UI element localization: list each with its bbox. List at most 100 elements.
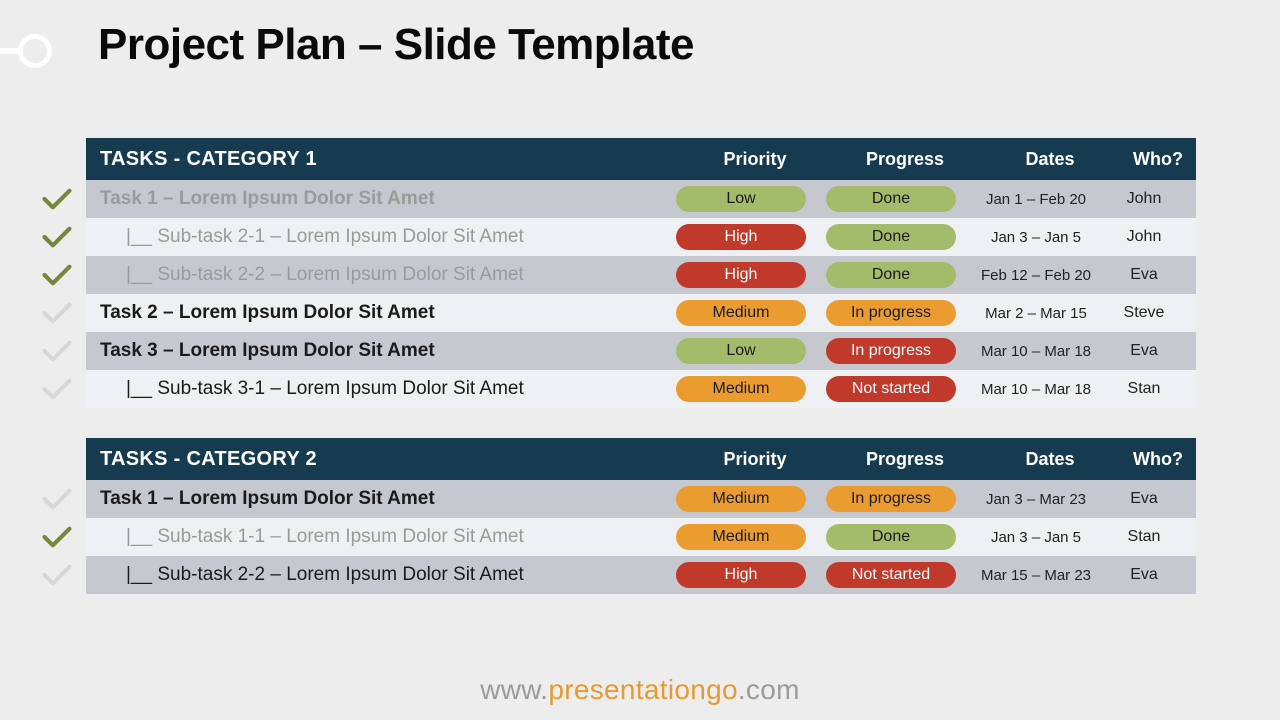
col-header-dates: Dates [980,449,1120,470]
who-cell: Eva [1106,566,1182,584]
task-label: |__ Sub-task 3-1 – Lorem Ipsum Dolor Sit… [86,378,666,400]
dates-cell: Feb 12 – Feb 20 [966,267,1106,284]
task-row: Task 2 – Lorem Ipsum Dolor Sit AmetMediu… [86,294,1196,332]
check-cell [42,262,72,292]
priority-cell: High [666,224,816,250]
category-header: TASKS - CATEGORY 2PriorityProgressDatesW… [86,438,1196,480]
task-tables-container: TASKS - CATEGORY 1PriorityProgressDatesW… [86,138,1196,624]
col-header-priority: Priority [680,449,830,470]
status-pill: Not started [826,562,956,588]
progress-cell: In progress [816,338,966,364]
check-icon [42,186,72,212]
status-pill: Done [826,186,956,212]
task-row: |__ Sub-task 1-1 – Lorem Ipsum Dolor Sit… [86,518,1196,556]
check-icon [42,562,72,588]
check-icon [42,376,72,402]
task-label: |__ Sub-task 2-2 – Lorem Ipsum Dolor Sit… [86,264,666,286]
task-row: Task 1 – Lorem Ipsum Dolor Sit Amet Mediu… [86,480,1196,518]
status-pill: High [676,562,806,588]
check-cell [42,224,72,254]
status-pill: In progress [826,300,956,326]
check-cell [42,300,72,330]
who-cell: Eva [1106,266,1182,284]
task-label: Task 1 – Lorem Ipsum Dolor Sit Amet [86,488,666,510]
status-pill: Done [826,262,956,288]
check-icon [42,524,72,550]
col-header-who: Who? [1120,449,1196,470]
status-pill: High [676,224,806,250]
footer-post: .com [738,674,800,705]
status-pill: Medium [676,486,806,512]
check-cell [42,562,72,592]
task-row: |__ Sub-task 2-1 – Lorem Ipsum Dolor Sit… [86,218,1196,256]
check-cell [42,486,72,516]
status-pill: In progress [826,338,956,364]
check-icon [42,486,72,512]
dates-cell: Jan 3 – Mar 23 [966,491,1106,508]
col-header-progress: Progress [830,149,980,170]
col-header-progress: Progress [830,449,980,470]
task-row: |__ Sub-task 2-2 – Lorem Ipsum Dolor Sit… [86,556,1196,594]
priority-cell: High [666,262,816,288]
task-label: |__ Sub-task 2-2 – Lorem Ipsum Dolor Sit… [86,564,666,586]
dates-cell: Mar 10 – Mar 18 [966,381,1106,398]
progress-cell: Done [816,524,966,550]
who-cell: Eva [1106,490,1182,508]
status-pill: Medium [676,524,806,550]
check-icon [42,338,72,364]
task-row: Task 1 – Lorem Ipsum Dolor Sit Amet Low Do… [86,180,1196,218]
progress-cell: In progress [816,486,966,512]
task-label: Task 1 – Lorem Ipsum Dolor Sit Amet [86,188,666,210]
status-pill: Low [676,338,806,364]
col-header-dates: Dates [980,149,1120,170]
who-cell: John [1106,228,1182,246]
status-pill: Medium [676,300,806,326]
priority-cell: Medium [666,524,816,550]
col-header-who: Who? [1120,149,1196,170]
who-cell: John [1106,190,1182,208]
footer-mid: presentationgo [548,674,737,705]
task-row: |__ Sub-task 3-1 – Lorem Ipsum Dolor Sit… [86,370,1196,408]
task-category-table: TASKS - CATEGORY 2PriorityProgressDatesW… [86,438,1196,594]
check-cell [42,524,72,554]
status-pill: High [676,262,806,288]
dates-cell: Jan 3 – Jan 5 [966,229,1106,246]
category-title: TASKS - CATEGORY 2 [100,448,680,471]
dates-cell: Mar 15 – Mar 23 [966,567,1106,584]
category-header: TASKS - CATEGORY 1PriorityProgressDatesW… [86,138,1196,180]
progress-cell: Done [816,186,966,212]
footer-pre: www. [480,674,548,705]
check-icon [42,262,72,288]
col-header-priority: Priority [680,149,830,170]
check-icon [42,300,72,326]
who-cell: Stan [1106,380,1182,398]
status-pill: In progress [826,486,956,512]
task-label: |__ Sub-task 2-1 – Lorem Ipsum Dolor Sit… [86,226,666,248]
priority-cell: Medium [666,486,816,512]
page-title: Project Plan – Slide Template [98,20,694,70]
status-pill: Low [676,186,806,212]
priority-cell: Low [666,186,816,212]
status-pill: Done [826,524,956,550]
who-cell: Stan [1106,528,1182,546]
title-bullet-decoration [0,32,60,70]
status-pill: Done [826,224,956,250]
check-cell [42,186,72,216]
task-label: Task 3 – Lorem Ipsum Dolor Sit Amet [86,340,666,362]
task-row: |__ Sub-task 2-2 – Lorem Ipsum Dolor Sit… [86,256,1196,294]
status-pill: Not started [826,376,956,402]
dates-cell: Mar 2 – Mar 15 [966,305,1106,322]
task-label: |__ Sub-task 1-1 – Lorem Ipsum Dolor Sit… [86,526,666,548]
progress-cell: In progress [816,300,966,326]
check-cell [42,338,72,368]
footer-url: www.presentationgo.com [0,674,1280,706]
who-cell: Steve [1106,304,1182,322]
who-cell: Eva [1106,342,1182,360]
task-row: Task 3 – Lorem Ipsum Dolor Sit Amet Low In… [86,332,1196,370]
dates-cell: Jan 3 – Jan 5 [966,529,1106,546]
check-cell [42,376,72,406]
progress-cell: Done [816,262,966,288]
dates-cell: Jan 1 – Feb 20 [966,191,1106,208]
progress-cell: Done [816,224,966,250]
priority-cell: Medium [666,376,816,402]
